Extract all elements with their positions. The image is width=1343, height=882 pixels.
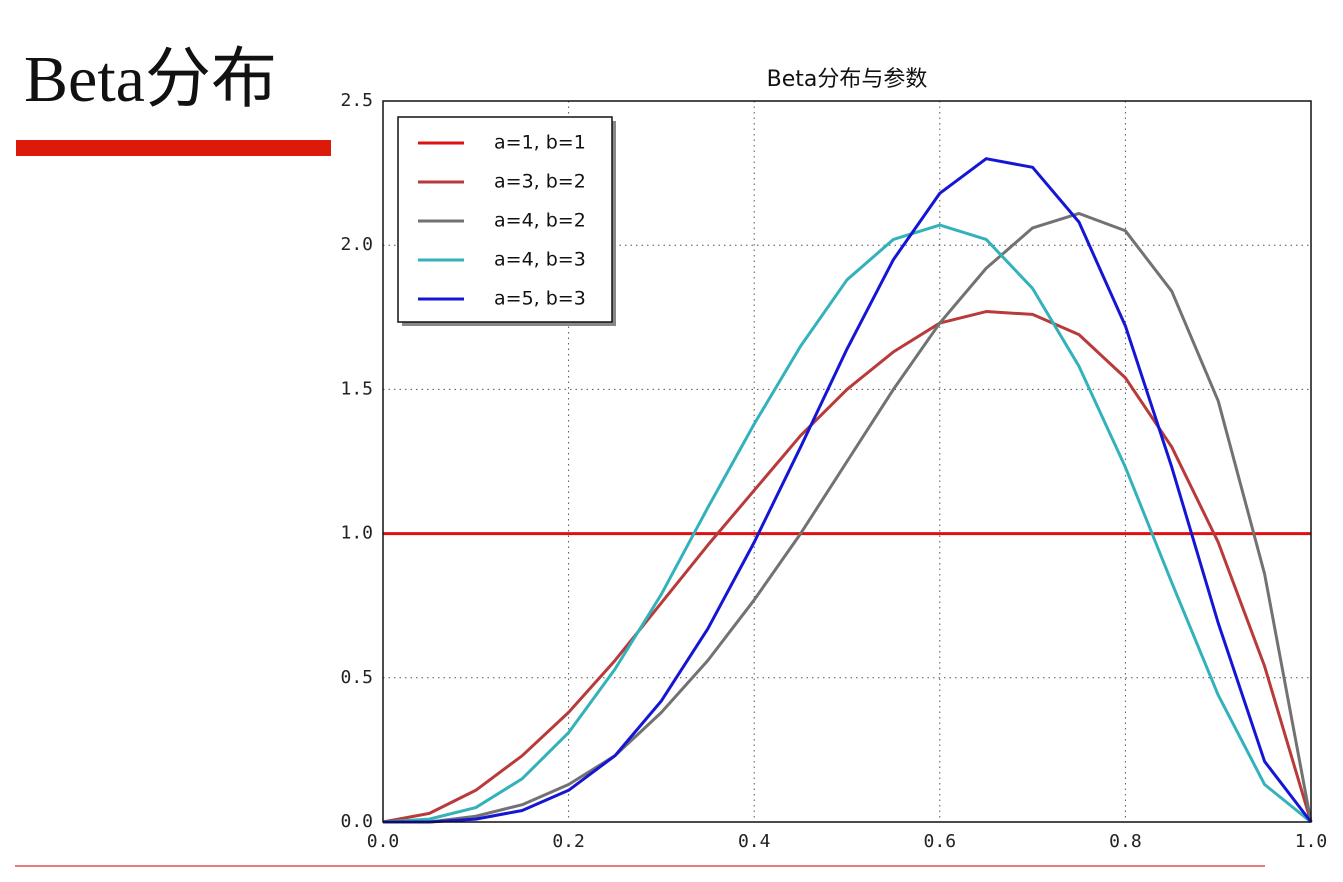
- line-series: [382, 223, 1312, 824]
- legend-label: a=3, b=2: [494, 171, 586, 193]
- legend-label: a=4, b=2: [494, 210, 586, 232]
- y-tick-label: 2.0: [340, 234, 373, 255]
- legend-label: a=1, b=1: [494, 132, 586, 154]
- line-series: [383, 211, 1313, 824]
- x-tick-label: 0.4: [738, 831, 771, 852]
- chart-title: Beta分布与参数: [767, 67, 928, 92]
- x-tick-label: 0.0: [367, 831, 400, 852]
- x-tick-label: 0.6: [924, 831, 957, 852]
- line-series: [382, 310, 1313, 824]
- legend-label: a=5, b=3: [494, 288, 586, 310]
- y-tick-label: 1.0: [340, 523, 373, 544]
- slide-title: Beta分布: [24, 43, 277, 116]
- plot: 0.0 0.5 1.0 1.5 2.0 2.5 0.0 0.2 0.4 0.6 0.8 1.0 a=1,…: [340, 90, 1327, 852]
- line-series: [383, 157, 1313, 824]
- y-tick-label: 1.5: [340, 378, 373, 399]
- legend-label: a=4, b=3: [494, 249, 586, 271]
- y-tick-label: 0.0: [340, 811, 373, 832]
- x-tick-label: 0.8: [1109, 831, 1142, 852]
- x-tick-label: 1.0: [1295, 831, 1328, 852]
- plot-frame: [382, 100, 1312, 823]
- title-bar: [16, 140, 331, 156]
- y-tick-label: 2.5: [340, 90, 373, 111]
- y-tick-label: 0.5: [340, 667, 373, 688]
- x-tick-label: 0.2: [552, 831, 585, 852]
